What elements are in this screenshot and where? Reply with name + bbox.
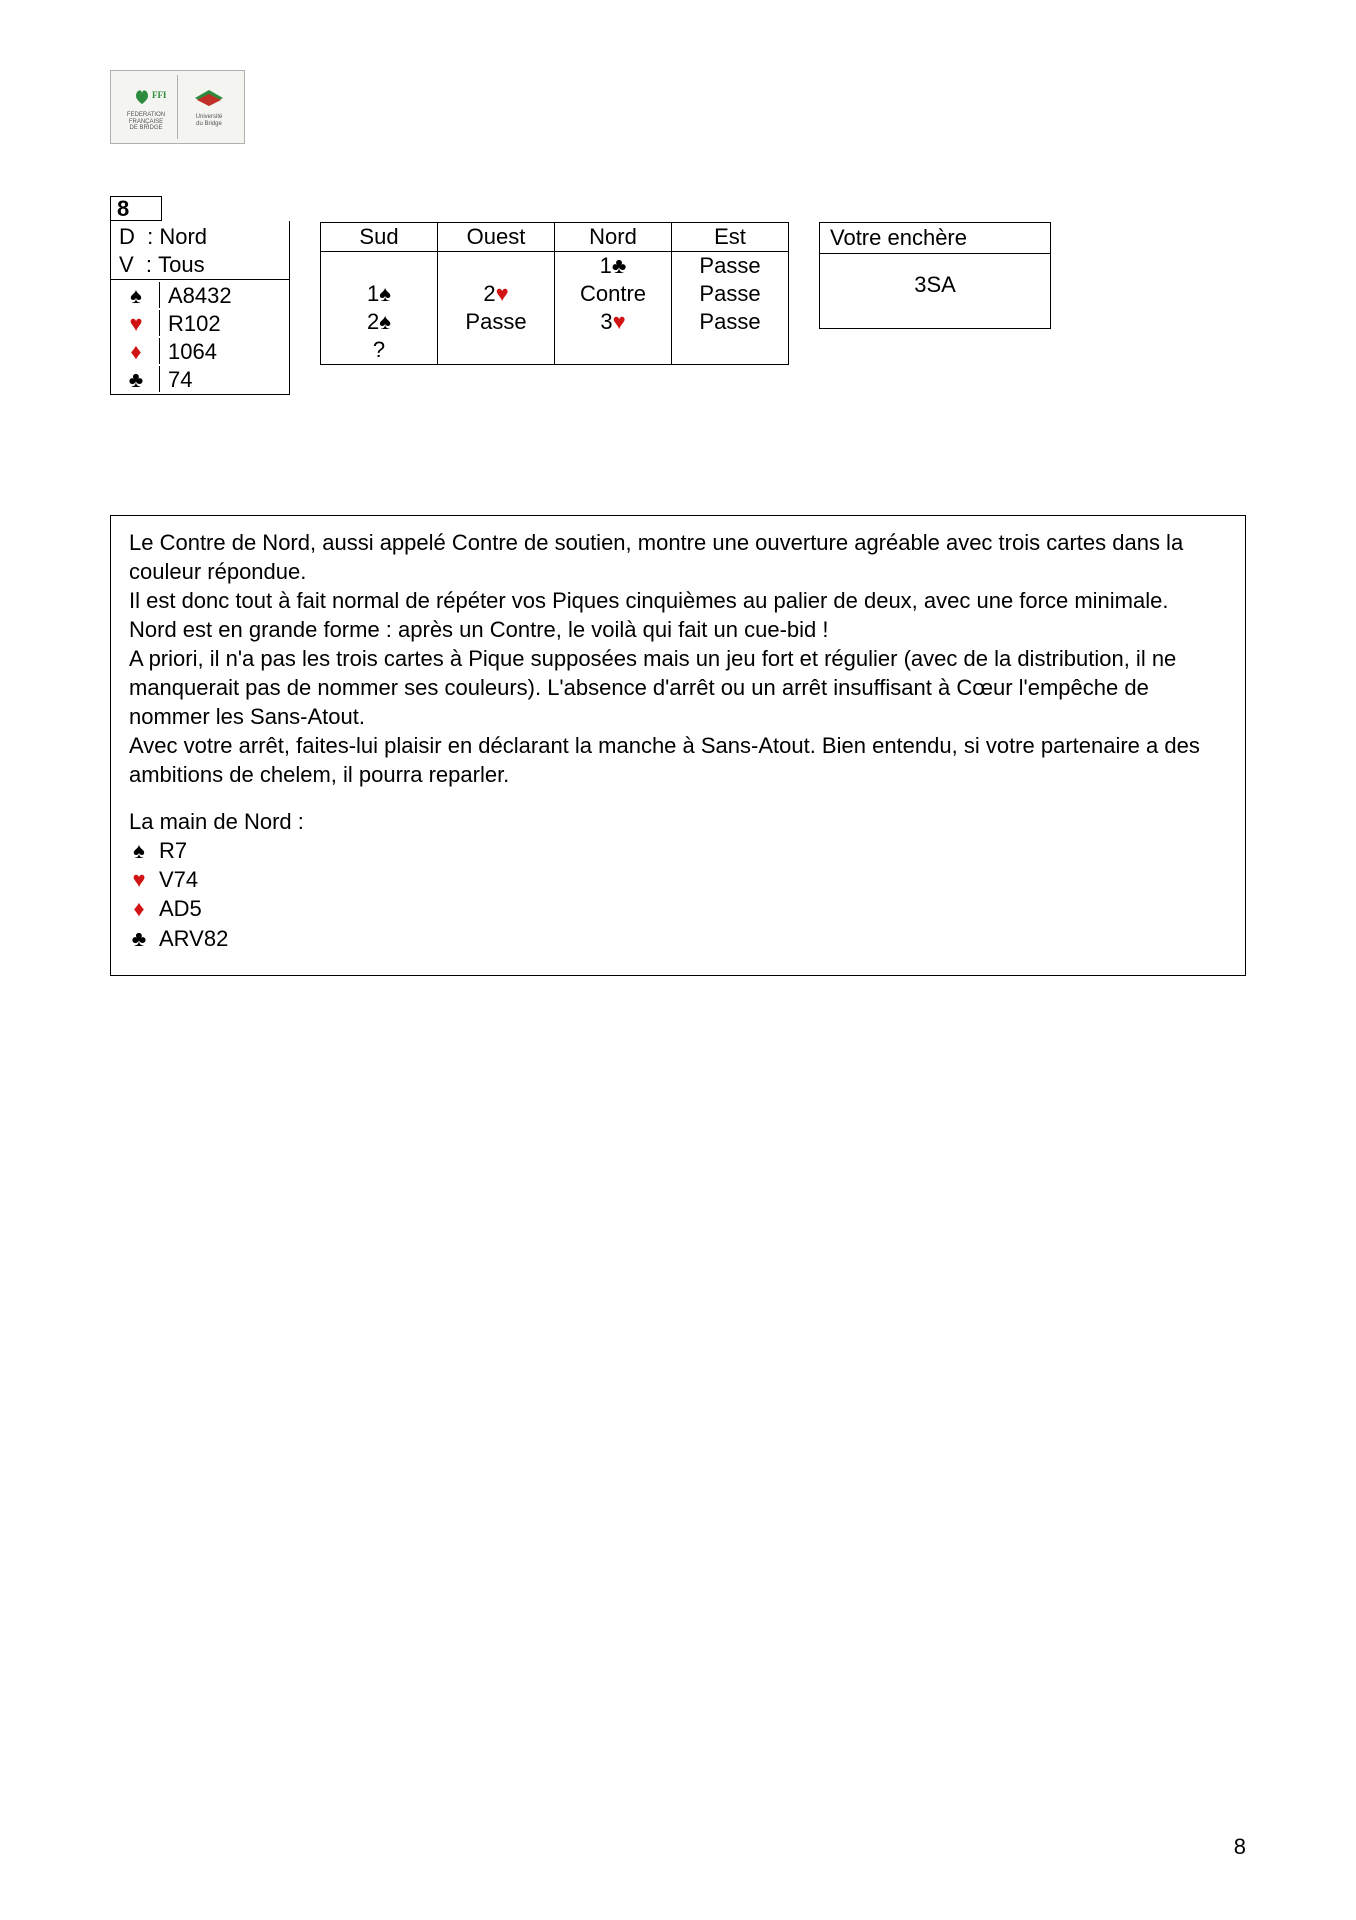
spade-icon: ♠ bbox=[129, 836, 149, 865]
north-clubs: ARV82 bbox=[159, 924, 228, 953]
hand-diamonds: 1064 bbox=[162, 338, 287, 364]
bidding-row: ? bbox=[321, 336, 789, 365]
your-bid-value: 3SA bbox=[820, 254, 1050, 328]
ffb-caption-2: FRANÇAISE bbox=[129, 119, 163, 126]
north-hand: La main de Nord : ♠ R7 ♥ V74 ♦ AD5 ♣ ARV… bbox=[129, 807, 1227, 952]
bid-cell bbox=[438, 252, 555, 281]
col-nord: Nord bbox=[555, 223, 672, 252]
dealer-label: D bbox=[119, 224, 135, 249]
explanation-p3: Nord est en grande forme : après un Cont… bbox=[129, 615, 1227, 644]
explanation-p4: A priori, il n'a pas les trois cartes à … bbox=[129, 644, 1227, 731]
spade-icon: ♠ bbox=[130, 283, 142, 308]
your-bid-title: Votre enchère bbox=[820, 223, 1050, 254]
bidding-row: 2♠ Passe 3♥ Passe bbox=[321, 308, 789, 336]
explanation-p1: Le Contre de Nord, aussi appelé Contre d… bbox=[129, 528, 1227, 586]
north-hand-label: La main de Nord : bbox=[129, 807, 1227, 836]
hand-spades: A8432 bbox=[162, 282, 287, 308]
board-info: D : Nord V : Tous bbox=[110, 221, 290, 280]
col-ouest: Ouest bbox=[438, 223, 555, 252]
vul-label: V bbox=[119, 252, 134, 277]
bid-cell: 1♣ bbox=[555, 252, 672, 281]
ub-caption-1: Université bbox=[196, 114, 223, 121]
bid-cell: 2♥ bbox=[438, 280, 555, 308]
explanation-box: Le Contre de Nord, aussi appelé Contre d… bbox=[110, 515, 1246, 975]
dealer-value: Nord bbox=[159, 224, 207, 249]
bid-cell: Passe bbox=[672, 308, 789, 336]
north-spades: R7 bbox=[159, 836, 187, 865]
page-number: 8 bbox=[1234, 1834, 1246, 1860]
heart-icon: ♥ bbox=[129, 865, 149, 894]
hand-suits: ♠ A8432 ♥ R102 ♦ 1064 ♣ 74 bbox=[110, 280, 290, 395]
bid-cell: Passe bbox=[672, 252, 789, 281]
club-icon: ♣ bbox=[129, 924, 149, 953]
board-number: 8 bbox=[110, 196, 162, 221]
bid-cell: 3♥ bbox=[555, 308, 672, 336]
heart-icon: ♥ bbox=[129, 311, 142, 336]
bid-cell: Passe bbox=[438, 308, 555, 336]
your-bid-box: Votre enchère 3SA bbox=[819, 222, 1051, 329]
hand-box: 8 D : Nord V : Tous ♠ bbox=[110, 196, 290, 395]
hand-hearts: R102 bbox=[162, 310, 287, 336]
bidding-table: Sud Ouest Nord Est 1♣ Passe 1♠ 2♥ Contre… bbox=[320, 222, 789, 365]
universite-bridge-logo: Université du Bridge bbox=[177, 75, 240, 139]
bid-cell bbox=[555, 336, 672, 365]
bid-cell: Passe bbox=[672, 280, 789, 308]
bidding-header-row: Sud Ouest Nord Est bbox=[321, 223, 789, 252]
bid-cell bbox=[321, 252, 438, 281]
club-icon: ♣ bbox=[129, 367, 143, 392]
ffb-logo: FFB FEDERATION FRANÇAISE DE BRIDGE bbox=[115, 75, 177, 139]
bid-cell: ? bbox=[321, 336, 438, 365]
ub-caption-2: du Bridge bbox=[196, 121, 222, 128]
bid-cell: 1♠ bbox=[321, 280, 438, 308]
bid-cell bbox=[438, 336, 555, 365]
bid-cell: Contre bbox=[555, 280, 672, 308]
diamond-icon: ♦ bbox=[129, 894, 149, 923]
north-hearts: V74 bbox=[159, 865, 198, 894]
bidding-row: 1♠ 2♥ Contre Passe bbox=[321, 280, 789, 308]
hand-clubs: 74 bbox=[162, 366, 287, 392]
bid-cell bbox=[672, 336, 789, 365]
col-sud: Sud bbox=[321, 223, 438, 252]
svg-text:FFB: FFB bbox=[152, 90, 166, 100]
ffb-caption-3: DE BRIDGE bbox=[129, 125, 162, 132]
north-diamonds: AD5 bbox=[159, 894, 202, 923]
explanation-p2: Il est donc tout à fait normal de répéte… bbox=[129, 586, 1227, 615]
bid-cell: 2♠ bbox=[321, 308, 438, 336]
diamond-icon: ♦ bbox=[130, 339, 141, 364]
ffb-caption-1: FEDERATION bbox=[127, 112, 165, 119]
explanation-p5: Avec votre arrêt, faites-lui plaisir en … bbox=[129, 731, 1227, 789]
bidding-row: 1♣ Passe bbox=[321, 252, 789, 281]
vul-value: Tous bbox=[158, 252, 204, 277]
header-logos: FFB FEDERATION FRANÇAISE DE BRIDGE Unive… bbox=[110, 70, 245, 144]
col-est: Est bbox=[672, 223, 789, 252]
